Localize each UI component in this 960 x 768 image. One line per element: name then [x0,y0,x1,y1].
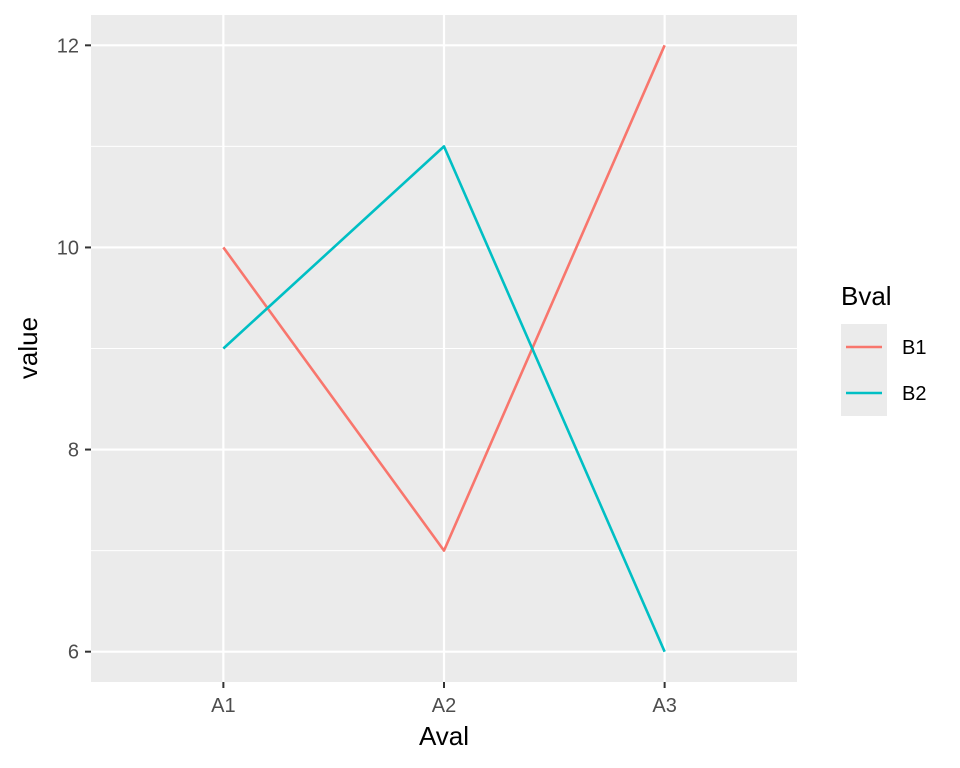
y-tick-label: 12 [57,35,79,57]
legend-key-background [841,324,887,416]
x-axis-title: Aval [419,721,469,751]
series-lines [222,44,666,653]
legend: Bval B1 B2 [841,281,926,416]
series-line-b2 [222,145,666,653]
x-tick-label: A1 [211,695,235,717]
y-tick-label: 8 [68,440,79,462]
x-tick-label: A3 [652,695,676,717]
legend-title: Bval [841,281,892,311]
series-line-b1 [222,44,666,552]
y-axis-title: value [13,317,43,379]
x-axis: A1 A2 A3 [211,682,677,717]
y-tick-label: 10 [57,237,79,259]
legend-label: B1 [902,337,926,359]
x-tick-label: A2 [432,695,456,717]
y-axis: 6 8 10 12 [57,35,91,664]
y-tick-label: 6 [68,642,79,664]
legend-label: B2 [902,383,926,405]
major-gridlines [91,15,797,682]
